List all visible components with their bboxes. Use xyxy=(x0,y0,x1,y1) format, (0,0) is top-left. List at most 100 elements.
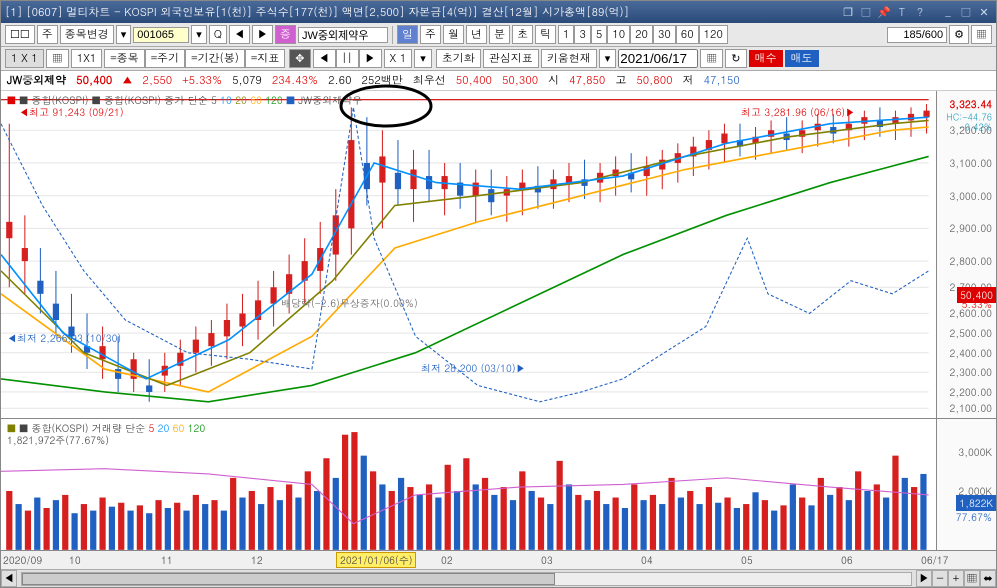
stock-code-input[interactable] xyxy=(133,27,189,43)
timeline: 2020/091011122021/01/06(수)020304050606/1… xyxy=(1,551,996,569)
search-icon[interactable]: Q xyxy=(209,25,227,44)
top-value: 3,323.44 xyxy=(950,97,992,111)
eq-button[interactable]: =지표 xyxy=(245,49,285,68)
timeline-tick: 03 xyxy=(541,553,553,567)
layout-grid-icon[interactable]: ▦ xyxy=(46,49,69,68)
high2-label: 최고 3,281.96 (06/16)▶ xyxy=(741,105,855,119)
change-stock-button[interactable]: 종목변경 xyxy=(60,25,114,44)
price-chart[interactable]: ■ ■ 종합(KOSPI) ■ 종합(KOSPI) 종가 단순 5 10 20 … xyxy=(1,91,996,419)
stock-name-input[interactable] xyxy=(298,27,388,43)
change-label: 2,550 xyxy=(142,73,172,88)
btn-day[interactable]: 일 xyxy=(397,25,418,44)
sell-button[interactable]: 매도 xyxy=(785,50,819,67)
code-dropdown-icon[interactable]: ▾ xyxy=(191,25,207,44)
period-dropdown[interactable]: 주 xyxy=(37,25,58,44)
scale-dropdown-icon[interactable]: ▾ xyxy=(414,49,432,68)
vol3: 252백만 xyxy=(362,73,403,88)
vol-summary: 1,821,972주(77.67%) xyxy=(7,433,109,447)
eq-button[interactable]: =주기 xyxy=(145,49,185,68)
timeline-tick: 2020/09 xyxy=(3,553,42,567)
volume-chart[interactable]: ■ ■ 종합(KOSPI) 거래량 단순 5 20 60 120 1,821,9… xyxy=(1,419,996,551)
refresh-icon[interactable]: ↻ xyxy=(725,49,746,68)
kiwoom-button[interactable]: 키움현재 xyxy=(541,49,597,68)
kiwoom-dropdown-icon[interactable]: ▾ xyxy=(599,49,617,68)
eq-buttons: =종목=주기=기간(봉)=지표 xyxy=(104,51,285,66)
btn-month[interactable]: 월 xyxy=(443,25,464,44)
timeline-tick: 10 xyxy=(69,553,81,567)
vol1: 5,079 xyxy=(232,73,262,88)
btn-sec[interactable]: 초 xyxy=(512,25,533,44)
scroll-thumb[interactable] xyxy=(22,573,555,585)
text-icon[interactable]: T xyxy=(894,5,910,19)
ytick-label: 3,000.00 xyxy=(950,189,992,203)
multiplier-5[interactable]: 5 xyxy=(591,25,607,44)
vol-yaxis: 3,000K2,000K 1,822K 77.67% xyxy=(936,419,996,550)
playback-button[interactable]: || xyxy=(336,49,359,68)
btn-tick[interactable]: 틱 xyxy=(535,25,556,44)
tool1-icon[interactable]: ⚙ xyxy=(949,25,969,44)
playback-button[interactable]: ◀ xyxy=(313,49,336,68)
next-icon[interactable]: ▶ xyxy=(252,25,273,44)
multiplier-10[interactable]: 10 xyxy=(607,25,630,44)
sep xyxy=(930,5,938,19)
grid-icon[interactable]: ▦ xyxy=(964,570,980,587)
btn-min[interactable]: 분 xyxy=(489,25,510,44)
scroll-right-icon[interactable]: ▶ xyxy=(916,570,932,587)
high-label: ◀최고 91,243 (09/21) xyxy=(19,105,124,119)
timeline-tick: 2021/01/06(수) xyxy=(336,552,416,568)
low2-label: 최저 28,200 (03/10)▶ xyxy=(421,361,526,375)
eq-button[interactable]: =기간(봉) xyxy=(185,49,245,68)
timeline-tick: 11 xyxy=(161,553,173,567)
vol-pct: 77.67% xyxy=(956,510,992,524)
date-input[interactable] xyxy=(618,49,698,68)
expand-icon[interactable]: ⬌ xyxy=(980,570,996,587)
watch-button[interactable]: 관심지표 xyxy=(483,49,539,68)
multiplier-120[interactable]: 120 xyxy=(699,25,728,44)
close-icon[interactable]: ✕ xyxy=(976,5,992,19)
titlebar[interactable]: [1] [0607] 멀티차트 - KOSPI 외국인보유[1(천)] 주식수[… xyxy=(1,1,996,23)
ytick-label: 2,800.00 xyxy=(950,254,992,268)
restore-icon[interactable]: ❐ xyxy=(840,5,856,19)
tag-button[interactable]: 증 xyxy=(275,25,296,44)
zoom-in-icon[interactable]: + xyxy=(948,570,964,587)
btn-week[interactable]: 주 xyxy=(420,25,441,44)
help-icon[interactable]: ? xyxy=(912,5,928,19)
scroll-left-icon[interactable]: ◀ xyxy=(1,570,17,587)
multiplier-60[interactable]: 60 xyxy=(676,25,699,44)
calendar-icon[interactable]: ▦ xyxy=(700,49,723,68)
move-icon[interactable]: ✥ xyxy=(289,49,310,68)
scrollbar[interactable] xyxy=(21,572,912,586)
multiplier-30[interactable]: 30 xyxy=(653,25,676,44)
pin-icon[interactable]: 📌 xyxy=(876,5,892,19)
minimize-icon[interactable]: _ xyxy=(940,5,956,19)
toolbar-secondary: 1 X 1 ▦ 1X1 =종목=주기=기간(봉)=지표 ✥ ◀||▶ X 1 ▾… xyxy=(1,47,996,71)
dividend-label: 배당락(-2.6)무상증자(0.00%) xyxy=(281,296,418,310)
low: 47,150 xyxy=(704,73,740,88)
maximize-icon[interactable]: □ xyxy=(858,5,874,19)
layout-icon[interactable]: ☐☐ xyxy=(5,25,35,44)
zoom-out-icon[interactable]: − xyxy=(932,570,948,587)
layout-1x1-button[interactable]: 1 X 1 xyxy=(5,49,44,68)
layout-1x1b-button[interactable]: 1X1 xyxy=(71,49,102,68)
buy-button[interactable]: 매수 xyxy=(749,50,783,67)
open: 47,850 xyxy=(569,73,605,88)
timeline-tick: 06 xyxy=(841,553,853,567)
ytick-label: 3,000K xyxy=(958,445,992,459)
init-button[interactable]: 초기화 xyxy=(436,49,481,68)
max2-icon[interactable]: □ xyxy=(958,5,974,19)
timeline-tick: 06/17 xyxy=(921,553,949,567)
timeline-tick: 05 xyxy=(741,553,753,567)
dropdown-icon[interactable]: ▾ xyxy=(116,25,132,44)
tool2-icon[interactable]: ▦ xyxy=(971,25,992,44)
range-input[interactable] xyxy=(887,27,947,43)
playback-button[interactable]: ▶ xyxy=(359,49,382,68)
multiplier-3[interactable]: 3 xyxy=(574,25,590,44)
btn-year[interactable]: 년 xyxy=(466,25,487,44)
eq-button[interactable]: =종목 xyxy=(104,49,144,68)
high-lbl: 고 xyxy=(615,73,626,88)
scale-button[interactable]: X 1 xyxy=(384,49,413,68)
prev-icon[interactable]: ◀ xyxy=(229,25,250,44)
volume-svg xyxy=(1,419,996,550)
multiplier-1[interactable]: 1 xyxy=(558,25,574,44)
multiplier-20[interactable]: 20 xyxy=(630,25,653,44)
